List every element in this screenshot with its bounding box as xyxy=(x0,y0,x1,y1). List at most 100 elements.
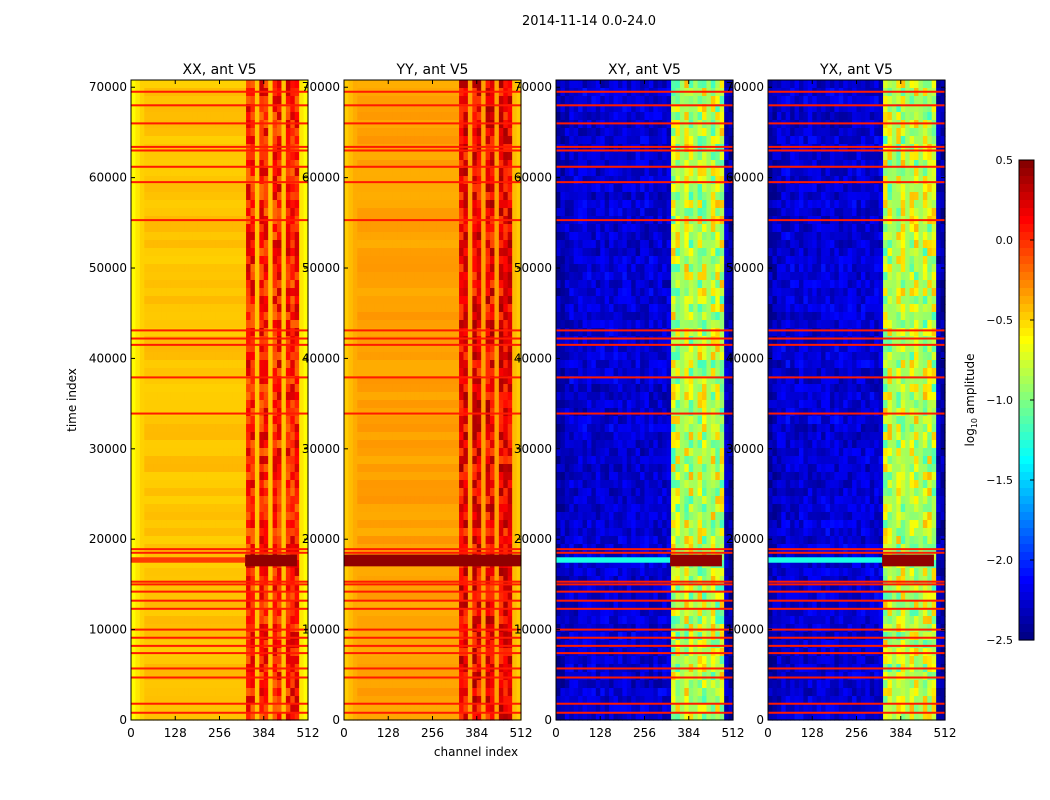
heatmap-cell xyxy=(170,200,176,209)
heatmap-cell xyxy=(285,688,291,697)
heatmap-cell xyxy=(498,184,504,193)
heatmap-cell xyxy=(131,136,137,145)
heatmap-cell xyxy=(397,248,403,257)
heatmap-cell xyxy=(272,208,278,217)
heatmap-cell xyxy=(467,320,473,329)
heatmap-cell xyxy=(498,288,504,297)
flagged-row xyxy=(131,90,308,93)
heatmap-cell xyxy=(228,656,234,665)
heatmap-cell xyxy=(188,160,194,169)
heatmap-cell xyxy=(263,272,269,281)
heatmap-cell xyxy=(348,152,354,161)
heatmap-cell xyxy=(401,168,407,177)
heatmap-cell xyxy=(294,304,300,313)
heatmap-cell xyxy=(379,336,385,345)
heatmap-cell xyxy=(175,672,181,681)
heatmap-cell xyxy=(494,392,500,401)
heatmap-cell xyxy=(392,296,398,305)
heatmap-cell xyxy=(148,504,154,513)
heatmap-cell xyxy=(361,200,367,209)
heatmap-cell xyxy=(303,536,309,545)
heatmap-cell xyxy=(184,248,190,257)
heatmap-cell xyxy=(254,632,260,641)
heatmap-cell xyxy=(237,608,243,617)
heatmap-cell xyxy=(397,240,403,249)
heatmap-cell xyxy=(192,432,198,441)
heatmap-cell xyxy=(250,448,256,457)
heatmap-cell xyxy=(250,280,256,289)
heatmap-cell xyxy=(246,424,252,433)
heatmap-cell xyxy=(357,232,363,241)
heatmap-cell xyxy=(507,352,513,361)
heatmap-cell xyxy=(281,280,287,289)
heatmap-cell xyxy=(201,624,207,633)
heatmap-cell xyxy=(428,360,434,369)
heatmap-cell xyxy=(268,128,274,137)
heatmap-cell xyxy=(428,320,434,329)
heatmap-cell xyxy=(197,536,203,545)
heatmap-cell xyxy=(232,176,238,185)
heatmap-cell xyxy=(223,712,229,721)
heatmap-cell xyxy=(281,352,287,361)
heatmap-cell xyxy=(153,184,159,193)
heatmap-cell xyxy=(344,104,350,113)
heatmap-cell xyxy=(290,288,296,297)
heatmap-cell xyxy=(516,112,522,121)
heatmap-cell xyxy=(512,80,518,89)
heatmap-cell xyxy=(175,80,181,89)
heatmap-cell xyxy=(414,168,420,177)
heatmap-cell xyxy=(419,400,425,409)
heatmap-cell xyxy=(361,144,367,153)
heatmap-cell xyxy=(139,328,145,337)
heatmap-cell xyxy=(481,152,487,161)
heatmap-cell xyxy=(290,504,296,513)
heatmap-cell xyxy=(463,320,469,329)
heatmap-cell xyxy=(419,360,425,369)
heatmap-cell xyxy=(405,248,411,257)
heatmap-cell xyxy=(223,384,229,393)
heatmap-cell xyxy=(476,376,482,385)
heatmap-cell xyxy=(144,344,150,353)
heatmap-cell xyxy=(215,168,221,177)
heatmap-cell xyxy=(166,704,172,713)
heatmap-cell xyxy=(357,80,363,89)
heatmap-cell xyxy=(241,112,247,121)
heatmap-cell xyxy=(250,520,256,529)
heatmap-cell xyxy=(237,232,243,241)
heatmap-cell xyxy=(232,640,238,649)
heatmap-cell xyxy=(281,440,287,449)
heatmap-cell xyxy=(281,432,287,441)
heatmap-cell xyxy=(450,408,456,417)
heatmap-cell xyxy=(219,464,225,473)
heatmap-cell xyxy=(472,288,478,297)
heatmap-cell xyxy=(206,472,212,481)
heatmap-cell xyxy=(410,240,416,249)
heatmap-cell xyxy=(370,184,376,193)
heatmap-cell xyxy=(210,328,216,337)
heatmap-cell xyxy=(223,600,229,609)
heatmap-cell xyxy=(516,144,522,153)
heatmap-cell xyxy=(175,488,181,497)
heatmap-cell xyxy=(299,504,305,513)
heatmap-cell xyxy=(268,96,274,105)
heatmap-cell xyxy=(268,288,274,297)
heatmap-cell xyxy=(188,480,194,489)
heatmap-cell xyxy=(388,240,394,249)
heatmap-cell xyxy=(503,136,509,145)
heatmap-cell xyxy=(215,80,221,89)
heatmap-cell xyxy=(379,416,385,425)
heatmap-cell xyxy=(161,456,167,465)
heatmap-cell xyxy=(161,80,167,89)
heatmap-cell xyxy=(179,208,185,217)
heatmap-cell xyxy=(184,104,190,113)
heatmap-cell xyxy=(268,520,274,529)
heatmap-cell xyxy=(344,256,350,265)
heatmap-cell xyxy=(250,232,256,241)
heatmap-cell xyxy=(259,152,265,161)
heatmap-cell xyxy=(223,656,229,665)
heatmap-cell xyxy=(232,224,238,233)
heatmap-cell xyxy=(476,184,482,193)
heatmap-cell xyxy=(485,80,491,89)
heatmap-cell xyxy=(232,592,238,601)
heatmap-cell xyxy=(503,160,509,169)
